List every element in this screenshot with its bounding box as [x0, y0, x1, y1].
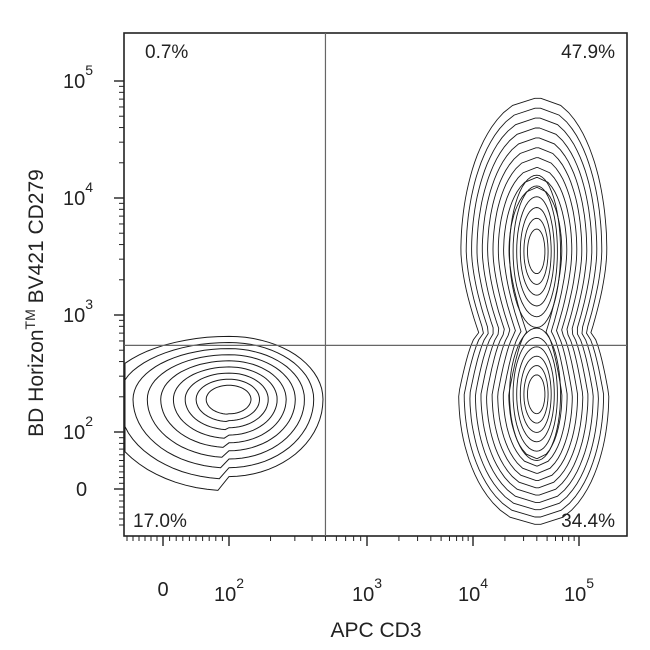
- contour-line-pop2: [519, 207, 552, 296]
- y-axis-ticks: 0 102 103 104 105: [63, 62, 124, 526]
- contour-line-pop2: [509, 174, 562, 328]
- contour-line-pop3: [523, 365, 549, 424]
- contour-line-pop1: [146, 354, 296, 458]
- contour-line-pop2-pop3: [458, 97, 610, 525]
- contour-line-pop3: [516, 346, 555, 443]
- contour-layer: [124, 97, 610, 525]
- contour-line-pop2-pop3: [463, 107, 605, 518]
- contour-line-pop2-pop3: [480, 137, 589, 496]
- x-tick-label: 104: [458, 575, 488, 606]
- contour-line-pop2-pop3: [469, 117, 599, 511]
- x-tick-label: 102: [214, 575, 244, 606]
- contour-line-pop1: [195, 378, 261, 423]
- y-tick-label: 0: [76, 479, 87, 501]
- contour-line-pop1: [172, 366, 278, 439]
- contour-line-pop3: [519, 355, 552, 433]
- contour-line-pop2-pop3: [502, 177, 568, 467]
- contour-line-pop2: [523, 217, 549, 285]
- contour-line-pop1: [132, 348, 305, 469]
- y-tick-label: 103: [63, 296, 93, 327]
- contour-line-pop1: [184, 372, 269, 431]
- contour-line-pop2-pop3: [474, 127, 594, 503]
- x-axis-title: APC CD3: [330, 619, 421, 642]
- quadrant-label-bottom-right: 34.4%: [561, 511, 615, 532]
- x-axis-ticks: 0 102 103 104 105: [126, 536, 594, 606]
- y-tick-label: 105: [63, 62, 93, 93]
- contour-line-pop2: [512, 185, 558, 318]
- contour-line-pop2: [516, 196, 555, 307]
- plot-frame: [123, 32, 628, 537]
- quadrant-label-bottom-left: 17.0%: [133, 511, 187, 532]
- y-tick-label: 102: [63, 413, 93, 444]
- quadrant-label-top-right: 47.9%: [561, 42, 615, 63]
- contour-line-pop2: [527, 228, 546, 275]
- quadrant-label-top-left: 0.7%: [145, 42, 188, 63]
- x-tick-label: 0: [157, 579, 168, 601]
- x-tick-label: 103: [352, 575, 382, 606]
- y-axis-title: BD HorizonTM BV421 CD279: [22, 169, 48, 437]
- y-tick-label: 104: [63, 179, 93, 210]
- x-tick-label: 105: [564, 575, 594, 606]
- contour-line-pop2-pop3: [486, 147, 584, 489]
- contour-line-pop1: [160, 360, 287, 448]
- contour-line-pop3: [527, 374, 546, 415]
- contour-line-pop2-pop3: [508, 186, 563, 460]
- contour-line-pop1: [124, 341, 315, 480]
- contour-line-pop1: [205, 384, 252, 415]
- contour-line-pop2-pop3: [491, 157, 579, 482]
- contour-line-pop2-pop3: [497, 167, 573, 474]
